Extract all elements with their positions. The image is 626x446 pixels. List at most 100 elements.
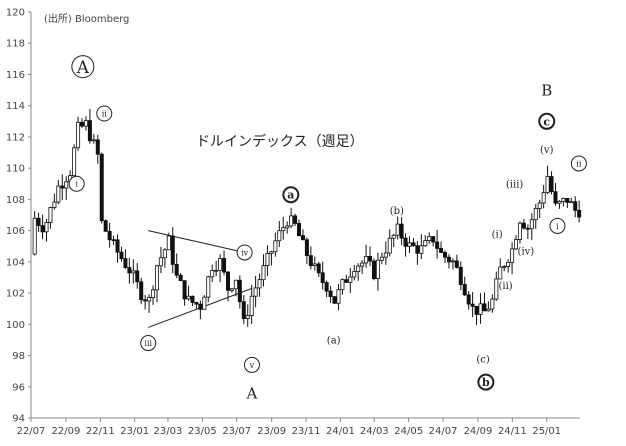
candle-body	[435, 241, 440, 249]
candle-body	[198, 303, 203, 310]
candle-body	[423, 240, 428, 247]
candle-body	[151, 289, 156, 298]
annotation-label: (ii)	[498, 281, 512, 292]
x-tick-label: 23/11	[292, 426, 321, 437]
candle-body	[190, 295, 195, 303]
candle-body	[72, 147, 77, 177]
annotation-label: (c)	[476, 354, 490, 365]
candle-body	[364, 256, 369, 264]
annotation-label: iv	[241, 248, 249, 257]
x-tick-label: 24/09	[464, 426, 493, 437]
candle-body	[202, 296, 207, 310]
candle-body	[403, 237, 408, 247]
annotation-label: B	[541, 81, 552, 99]
candle-body	[123, 258, 128, 268]
candle-body	[399, 223, 404, 239]
x-tick-label: 22/07	[17, 426, 46, 437]
candle-body	[411, 242, 416, 247]
annotation-circle	[243, 356, 260, 373]
candle-body	[474, 305, 479, 315]
candle-body	[328, 290, 333, 297]
axes: 94 96 98 100 102 104 106 108 110 112 114 116 118 120 2…	[6, 8, 580, 437]
candle-body	[454, 260, 459, 268]
candle-body	[545, 176, 550, 194]
y-tick-label: 98	[12, 351, 25, 362]
candle-body	[127, 267, 132, 274]
x-tick-label: 23/03	[154, 426, 183, 437]
annotation-circle	[68, 175, 85, 192]
annotation-label: A	[76, 58, 90, 78]
candle-body	[340, 279, 345, 291]
candle-body	[285, 225, 290, 229]
candle-body	[490, 298, 495, 310]
candle-body	[498, 266, 503, 280]
annotation-label: (i)	[492, 229, 503, 240]
candle-body	[32, 217, 37, 255]
candle-body	[277, 230, 282, 242]
candle-body	[316, 263, 321, 274]
candle-body	[407, 242, 412, 247]
candle-body	[569, 201, 574, 204]
candle-body	[352, 271, 357, 278]
candle-body	[387, 237, 392, 254]
candle-body	[166, 235, 171, 251]
candle-body	[293, 215, 298, 224]
x-tick-label: 24/11	[498, 426, 527, 437]
candle-body	[348, 276, 353, 283]
candle-body	[308, 255, 313, 267]
candle-body	[281, 227, 286, 232]
annotation-label: iii	[144, 339, 152, 348]
candle-body	[52, 201, 57, 208]
candle-body	[541, 192, 546, 204]
candle-body	[320, 272, 325, 283]
candle-body	[265, 252, 270, 267]
annotation-label: (a)	[327, 336, 341, 347]
x-tick-label: 24/05	[394, 426, 423, 437]
annotation-circle	[570, 155, 587, 172]
candle-body	[99, 153, 104, 222]
candle-body	[419, 245, 424, 254]
candle-body	[229, 288, 234, 291]
candle-body	[529, 219, 534, 230]
candle-body	[324, 282, 329, 292]
candle-body	[300, 235, 305, 241]
x-tick-label: 23/05	[188, 426, 217, 437]
candle-body	[48, 207, 53, 223]
candle-body	[261, 265, 266, 281]
candle-body	[178, 274, 183, 282]
annotation-label: (iii)	[506, 179, 523, 190]
annotation-label: (iv)	[518, 247, 535, 258]
x-tick-label: 25/01	[532, 426, 561, 437]
candle-body	[502, 266, 507, 268]
x-tick-label: 24/03	[360, 426, 389, 437]
candle-body	[119, 251, 124, 260]
annotation-circle	[538, 112, 556, 130]
candle-body	[182, 280, 187, 300]
candle-body	[170, 235, 175, 265]
candle-body	[83, 120, 88, 127]
candle-body	[506, 261, 511, 267]
candle-body	[514, 239, 519, 250]
candle-body	[415, 245, 420, 254]
candle-body	[76, 121, 81, 149]
candle-body	[64, 181, 69, 189]
candle-body	[80, 121, 85, 127]
candle-body	[533, 208, 538, 221]
y-tick-label: 108	[6, 195, 25, 206]
annotation-label: (v)	[540, 145, 554, 156]
candle-body	[395, 223, 400, 236]
candle-body	[60, 185, 65, 189]
candle-body	[225, 271, 230, 291]
candle-body	[462, 284, 467, 296]
candle-body	[273, 240, 278, 253]
candle-body	[482, 303, 487, 312]
candle-body	[537, 202, 542, 209]
candle-body	[427, 236, 432, 241]
candle-body	[289, 215, 294, 227]
annotation-circle	[96, 105, 113, 122]
y-tick-label: 102	[6, 289, 25, 300]
candles	[32, 109, 582, 327]
candle-body	[131, 270, 136, 274]
candle-body	[269, 251, 274, 254]
